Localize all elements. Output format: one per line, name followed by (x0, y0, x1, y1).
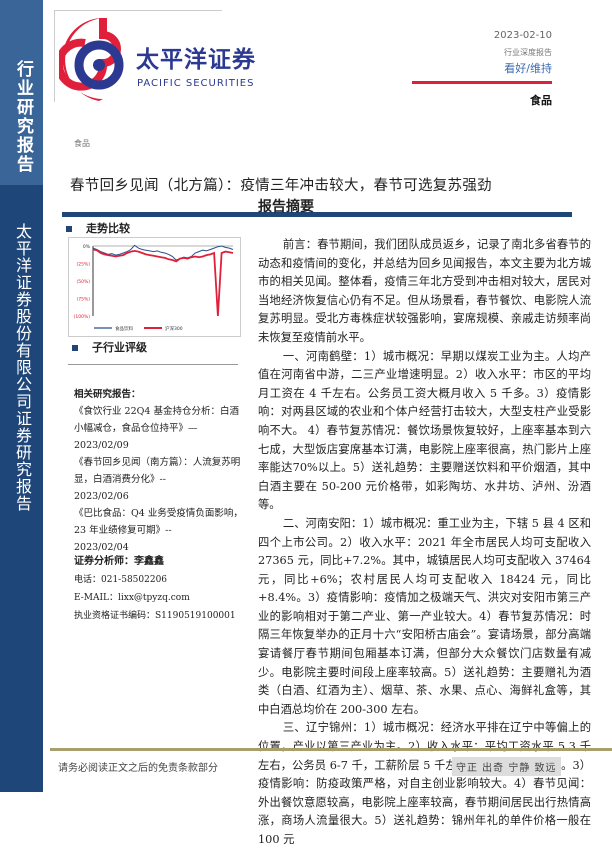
bullet-square-icon (72, 345, 78, 351)
logo-emblem-icon (59, 18, 124, 101)
sector-small-label: 食品 (74, 139, 90, 148)
related-report-date: 2023/02/09 (74, 440, 129, 451)
analyst-email[interactable]: E-MAIL：lixx@tpyzq.com (74, 593, 190, 603)
bullet-square-icon (66, 226, 72, 232)
analyst-info: 证券分析师：李鑫鑫 电话：021-58502206 E-MAIL：lixx@tp… (74, 553, 249, 625)
abstract-paragraph: 三、辽宁锦州：1）城市概况：经济水平排在辽宁中等偏上的位置，产业以第三产业为主。… (258, 721, 591, 846)
logo (54, 10, 222, 102)
y-tick-label: 0% (83, 244, 91, 250)
report-date: 2023-02-10 (493, 30, 552, 41)
related-report-date: 2023/02/04 (74, 542, 129, 553)
page-title: 春节回乡见闻（北方篇）：疫情三年冲击较大，春节可选复苏强劲 (70, 178, 492, 194)
related-reports: 相关研究报告： 《食饮行业 22Q4 基金持仓分析：白酒小幅减仓，食品仓位持平》… (74, 386, 244, 556)
trend-heading-text: 走势比较 (86, 222, 130, 235)
footer-disclaimer: 请务必阅读正文之后的免责条款部分 (58, 763, 218, 774)
abstract-paragraph: 二、河南安阳：1）城市概况：重工业为主，下辖 5 县 4 区和四个上市公司。2）… (258, 516, 591, 716)
related-heading: 相关研究报告： (74, 389, 141, 400)
related-report-title[interactable]: 《食饮行业 22Q4 基金持仓分析：白酒小幅减仓，食品仓位持平》— (74, 406, 239, 434)
trend-chart-svg: 0% (25%) (50%) (75%) (100%) 食品饮料 沪深300 (74, 244, 234, 332)
abstract-paragraph: 一、河南鹤壁：1）城市概况：早期以煤炭工业为主。人均产值在河南省中游，二三产业增… (258, 349, 591, 512)
y-tick-label: (75%) (76, 297, 90, 303)
footer-divider (50, 748, 612, 751)
divider (68, 364, 238, 365)
sub-rating-heading: 子行业评级 (72, 339, 147, 355)
analyst-name: 证券分析师：李鑫鑫 (74, 556, 164, 567)
y-tick-label: (50%) (76, 279, 90, 285)
series-line-1 (92, 248, 234, 317)
rating: 看好/维持 (504, 62, 552, 75)
sidebar-bottom: 太平洋证券股份有限公司证券研究报告 (0, 185, 43, 792)
logo-text-en: PACIFIC SECURITIES (137, 78, 255, 89)
footer-motto: 守正 出奇 宁静 致远 (452, 757, 561, 776)
analyst-phone: 电话：021-58502206 (74, 575, 168, 585)
sidebar-report-label: 行业研究报告 (13, 60, 33, 174)
series-line-0 (92, 244, 234, 261)
legend-label: 沪深300 (165, 325, 183, 332)
logo-text-cn: 太平洋证券 (136, 47, 256, 73)
trend-chart: 0% (25%) (50%) (75%) (100%) 食品饮料 沪深300 (68, 237, 241, 337)
analyst-license: 执业资格证书编码：S1190519100001 (74, 611, 236, 621)
title-divider (62, 212, 572, 217)
sector-label: 食品 (530, 94, 552, 107)
trend-heading: 走势比较 (66, 220, 130, 236)
related-report-title[interactable]: 《巴比食品：Q4 业务受疫情负面影响，23 年业绩修复可期》-- (74, 508, 243, 536)
header-divider (412, 81, 552, 84)
related-report-title[interactable]: 《春节回乡见闻（南方篇）：人流复苏明显，白酒消费分化》-- (74, 457, 241, 485)
y-tick-label: (25%) (76, 262, 90, 268)
sidebar-company-label: 太平洋证券股份有限公司证券研究报告 (13, 223, 32, 512)
related-report-date: 2023/02/06 (74, 491, 129, 502)
abstract-heading: 报告摘要 (258, 199, 314, 215)
sidebar-top: 行业研究报告 (0, 0, 43, 185)
report-type: 行业深度报告 (504, 48, 552, 57)
y-tick-label: (100%) (74, 314, 91, 320)
abstract-paragraph: 前言：春节期间，我们团队成员返乡，记录了南北多省春节的动态和疫情间的变化，并总结… (258, 238, 591, 344)
legend-label: 食品饮料 (115, 325, 133, 332)
sub-rating-heading-text: 子行业评级 (92, 341, 147, 354)
